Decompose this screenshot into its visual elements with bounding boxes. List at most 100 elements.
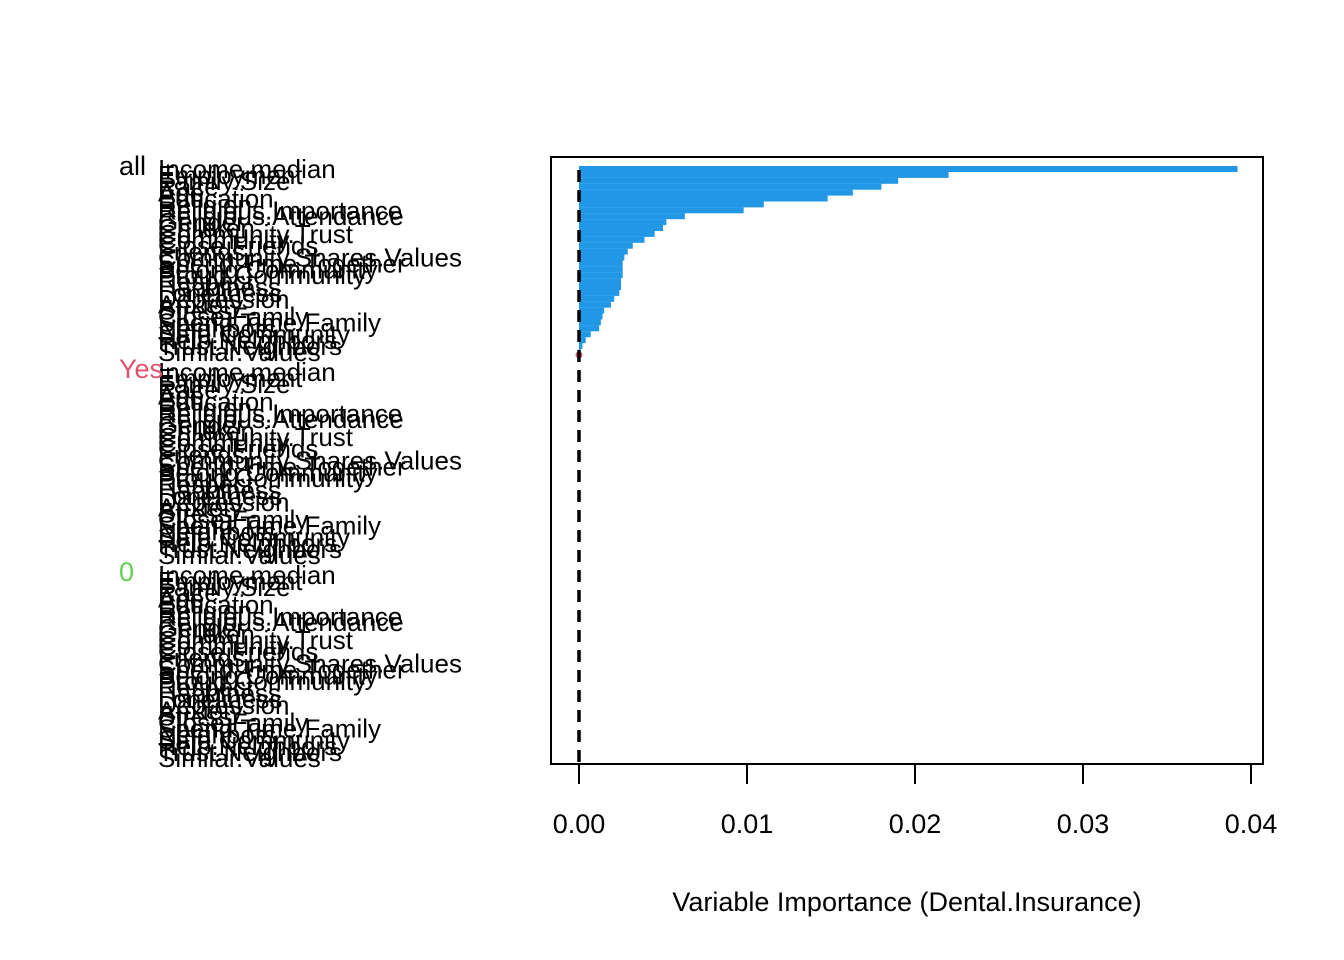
x-tick-label-2: 0.02 bbox=[889, 809, 942, 839]
var-label-2-20: Happiness bbox=[158, 678, 281, 708]
var-label-1-9: Gender bbox=[158, 410, 245, 440]
var-label-2-7: Religious.Importance bbox=[158, 601, 402, 631]
var-label-0-6: Religion bbox=[158, 189, 252, 219]
var-label-1-5: Education bbox=[158, 387, 274, 417]
var-label-2-8: Religious.Attendance bbox=[158, 607, 404, 637]
var-label-1-24: Stress bbox=[158, 499, 232, 529]
x-axis: 0.00 0.01 0.02 0.03 0.04 bbox=[553, 763, 1278, 839]
var-label-2-17: Belong.Community bbox=[158, 660, 378, 690]
var-label-0-2: Family.Size bbox=[158, 166, 290, 196]
var-label-2-29: Help.Neighbors bbox=[158, 731, 337, 761]
var-label-2-16: Spend.Time.Together bbox=[158, 654, 406, 684]
var-label-1-31: Similar.Values bbox=[158, 540, 321, 570]
var-label-0-26: Spend.Time.Family bbox=[158, 307, 381, 337]
var-label-2-25: Close.Family bbox=[158, 708, 308, 738]
var-label-2-30: Trust.Neighbors bbox=[158, 737, 342, 767]
var-label-0-25: Close.Family bbox=[158, 302, 308, 332]
bar-0-0 bbox=[579, 166, 1238, 172]
bar-0-21 bbox=[579, 289, 620, 296]
bar-0-18 bbox=[579, 272, 623, 279]
var-label-0-24: Stress bbox=[158, 296, 232, 326]
x-tick-label-4: 0.04 bbox=[1225, 809, 1278, 839]
var-label-1-0: Income.median bbox=[158, 357, 336, 387]
var-label-0-8: Religious.Attendance bbox=[158, 201, 404, 231]
var-label-0-14: Friends bbox=[158, 237, 245, 267]
var-label-2-26: Spend.Time.Family bbox=[158, 713, 381, 743]
var-label-1-14: Friends bbox=[158, 440, 245, 470]
var-label-0-28: Safe.Community bbox=[158, 319, 350, 349]
var-label-0-3: Race bbox=[158, 172, 219, 202]
bar-0-13 bbox=[579, 242, 633, 249]
bar-0-2 bbox=[579, 177, 899, 184]
bar-0-12 bbox=[579, 236, 645, 243]
var-label-0-9: Gender bbox=[158, 207, 245, 237]
x-tick-label-0: 0.00 bbox=[553, 809, 606, 839]
var-label-1-8: Religious.Attendance bbox=[158, 404, 404, 434]
var-label-2-28: Safe.Community bbox=[158, 725, 350, 755]
bar-0-19 bbox=[579, 278, 621, 285]
bar-0-10 bbox=[579, 225, 663, 231]
var-label-2-18: Proud.Community bbox=[158, 666, 366, 696]
x-tick-label-3: 0.03 bbox=[1057, 809, 1110, 839]
bar-0-17 bbox=[579, 266, 623, 273]
bar-0-9 bbox=[579, 219, 667, 226]
var-label-0-1: Employment bbox=[158, 160, 303, 190]
var-label-0-18: Proud.Community bbox=[158, 260, 366, 290]
var-label-1-2: Family.Size bbox=[158, 369, 290, 399]
group-label-1: Yes bbox=[119, 354, 163, 384]
plot-frame bbox=[550, 156, 1264, 765]
var-label-2-27: Neighbors bbox=[158, 719, 277, 749]
group-label-0: all bbox=[119, 151, 146, 181]
var-label-0-22: Depression bbox=[158, 284, 290, 314]
var-label-2-11: Community.Trust bbox=[158, 625, 354, 655]
var-label-1-21: Loneliness bbox=[158, 481, 282, 511]
bar-0-24 bbox=[579, 307, 605, 314]
var-label-1-30: Trust.Neighbors bbox=[158, 534, 342, 564]
var-label-1-22: Depression bbox=[158, 487, 290, 517]
group-label-2: 0 bbox=[119, 557, 134, 587]
var-label-2-9: Gender bbox=[158, 613, 245, 643]
y-axis-variable-labels: Income.medianEmploymentFamily.SizeRaceAg… bbox=[158, 154, 462, 773]
var-label-0-12: Community bbox=[158, 225, 289, 255]
bar-0-5 bbox=[579, 195, 828, 202]
bars-layer bbox=[575, 166, 1238, 359]
var-label-0-16: Spend.Time.Together bbox=[158, 248, 406, 278]
var-label-0-17: Belong.Community bbox=[158, 254, 378, 284]
var-label-0-27: Neighbors bbox=[158, 313, 277, 343]
bar-0-3 bbox=[579, 183, 882, 190]
bar-0-6 bbox=[579, 201, 764, 208]
var-label-0-10: Children bbox=[158, 213, 255, 243]
var-label-1-15: Community.Shares.Values bbox=[158, 446, 462, 476]
bar-0-22 bbox=[579, 295, 615, 302]
bar-0-30 bbox=[579, 343, 583, 349]
var-label-0-5: Education bbox=[158, 184, 274, 214]
var-label-1-6: Religion bbox=[158, 392, 252, 422]
x-axis-label: Variable Importance (Dental.Insurance) bbox=[672, 887, 1141, 917]
var-label-0-19: Respect bbox=[158, 266, 254, 296]
var-label-2-10: Children bbox=[158, 619, 255, 649]
var-label-0-30: Trust.Neighbors bbox=[158, 331, 342, 361]
var-label-2-19: Respect bbox=[158, 672, 254, 702]
var-label-1-26: Spend.Time.Family bbox=[158, 510, 381, 540]
var-label-1-11: Community.Trust bbox=[158, 422, 354, 452]
var-label-0-23: Anxiety bbox=[158, 290, 243, 320]
bar-0-4 bbox=[579, 189, 853, 196]
var-label-1-4: Age bbox=[158, 381, 204, 411]
var-label-2-0: Income.median bbox=[158, 560, 336, 590]
bar-0-16 bbox=[579, 260, 623, 267]
var-label-1-18: Proud.Community bbox=[158, 463, 366, 493]
var-label-0-29: Help.Neighbors bbox=[158, 325, 337, 355]
var-label-2-12: Community bbox=[158, 631, 289, 661]
var-label-0-7: Religious.Importance bbox=[158, 195, 402, 225]
var-label-2-3: Race bbox=[158, 578, 219, 608]
group-labels: all Yes 0 bbox=[119, 151, 163, 587]
var-label-2-21: Loneliness bbox=[158, 684, 282, 714]
var-label-1-13: Close.Friends bbox=[158, 434, 318, 464]
var-label-0-13: Close.Friends bbox=[158, 231, 318, 261]
bar-0-15 bbox=[579, 254, 625, 261]
bar-0-20 bbox=[579, 284, 621, 290]
bar-0-28 bbox=[579, 331, 591, 338]
bar-0-8 bbox=[579, 213, 685, 220]
var-label-1-19: Respect bbox=[158, 469, 254, 499]
